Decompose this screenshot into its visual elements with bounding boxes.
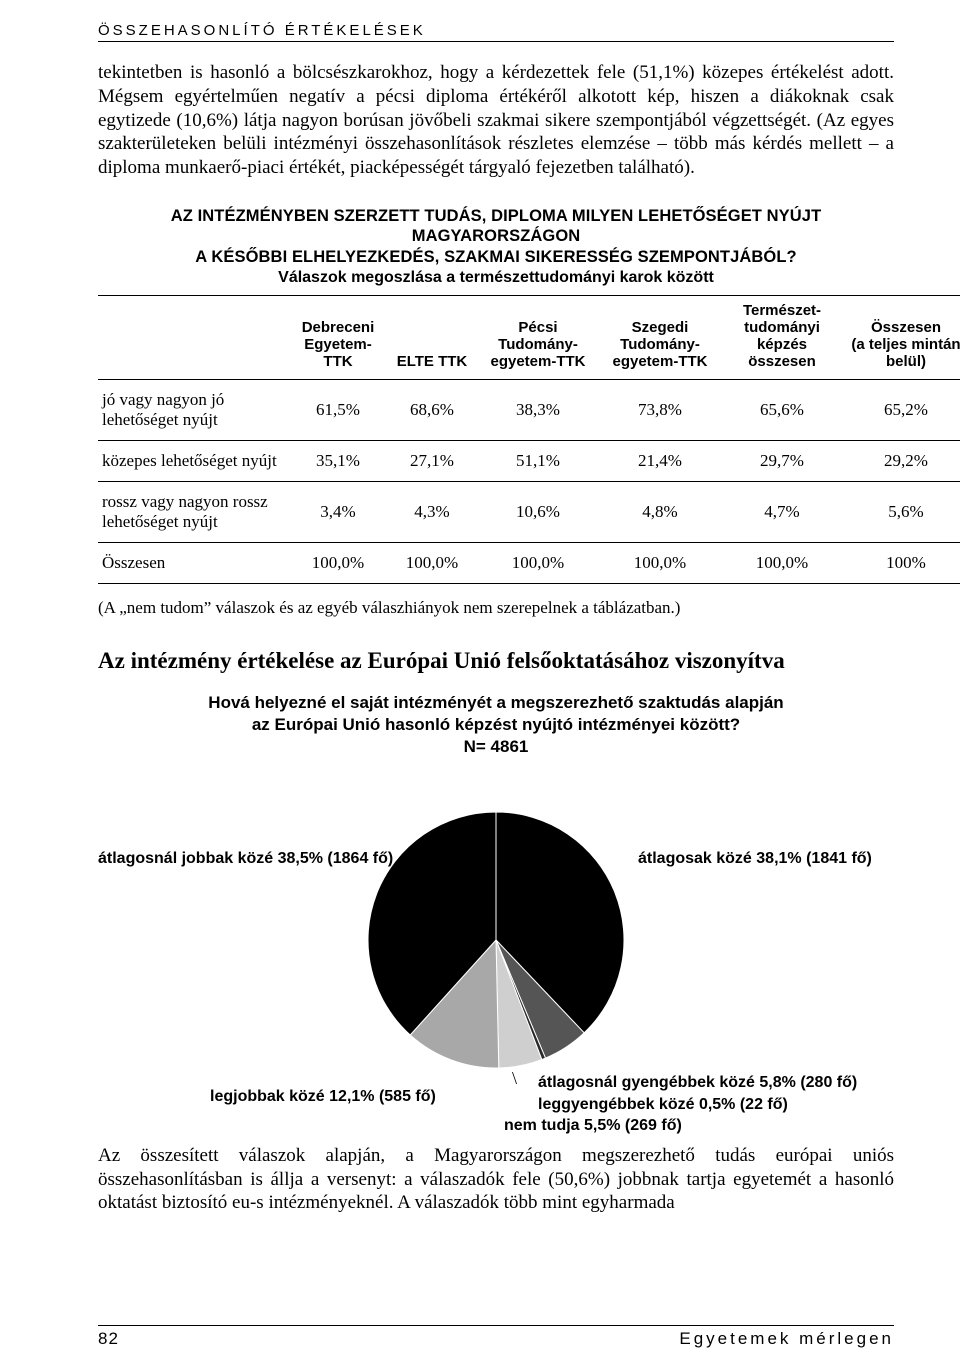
table-cell: 5,6% — [846, 481, 960, 542]
table-row-label: rossz vagy nagyon rossz lehetőséget nyúj… — [98, 481, 286, 542]
table-title-line2: A KÉSŐBBI ELHELYEZKEDÉS, SZAKMAI SIKERES… — [98, 247, 894, 268]
table-title-line1: AZ INTÉZMÉNYBEN SZERZETT TUDÁS, DIPLOMA … — [98, 206, 894, 247]
pie-label-right-block: átlagosnál gyengébbek közé 5,8% (280 fő)… — [538, 1072, 857, 1137]
pie-chart-container: átlagosnál jobbak közé 38,5% (1864 fő) á… — [98, 762, 894, 1142]
table-row: jó vagy nagyon jó lehetőséget nyújt61,5%… — [98, 379, 960, 440]
table-column-header: SzegediTudomány-egyetem-TTK — [602, 295, 718, 379]
table-cell: 21,4% — [602, 440, 718, 481]
table-cell: 35,1% — [286, 440, 390, 481]
table-cell: 29,7% — [718, 440, 846, 481]
table-column-header: DebreceniEgyetem-TTK — [286, 295, 390, 379]
table-row-label: közepes lehetőséget nyújt — [98, 440, 286, 481]
table-cell: 61,5% — [286, 379, 390, 440]
data-table: DebreceniEgyetem-TTKELTE TTKPécsi Tudomá… — [98, 295, 960, 584]
pie-label-left-upper: átlagosnál jobbak közé 38,5% (1864 fő) — [98, 850, 393, 868]
body-paragraph-2: Az összesített válaszok alapján, a Magya… — [98, 1144, 894, 1215]
body-paragraph-1: tekintetben is hasonló a bölcsészkarokho… — [98, 61, 894, 180]
table-footnote: (A „nem tudom” válaszok és az egyéb vála… — [98, 598, 894, 618]
table-row: rossz vagy nagyon rossz lehetőséget nyúj… — [98, 481, 960, 542]
table-cell: 100,0% — [602, 542, 718, 583]
table-cell: 29,2% — [846, 440, 960, 481]
table-cell: 3,4% — [286, 481, 390, 542]
table-column-header: ELTE TTK — [390, 295, 474, 379]
table-row: Összesen100,0%100,0%100,0%100,0%100,0%10… — [98, 542, 960, 583]
section-heading: Az intézmény értékelése az Európai Unió … — [98, 648, 894, 674]
table-cell: 10,6% — [474, 481, 602, 542]
table-cell: 51,1% — [474, 440, 602, 481]
pie-pointer: \ — [512, 1068, 517, 1089]
table-column-header: Pécsi Tudomány-egyetem-TTK — [474, 295, 602, 379]
table-row-label: Összesen — [98, 542, 286, 583]
table-row: közepes lehetőséget nyújt35,1%27,1%51,1%… — [98, 440, 960, 481]
table-cell: 4,3% — [390, 481, 474, 542]
table-cell: 27,1% — [390, 440, 474, 481]
table-cell: 100,0% — [286, 542, 390, 583]
pie-chart — [358, 802, 634, 1078]
table-cell: 65,2% — [846, 379, 960, 440]
table-block: AZ INTÉZMÉNYBEN SZERZETT TUDÁS, DIPLOMA … — [98, 206, 894, 618]
pie-label-left-lower: legjobbak közé 12,1% (585 fő) — [210, 1088, 436, 1106]
chart-title-line2: az Európai Unió hasonló képzést nyújtó i… — [98, 714, 894, 736]
chart-title-line1: Hová helyezné el saját intézményét a meg… — [98, 692, 894, 714]
footer-title: Egyetemek mérlegen — [679, 1329, 894, 1349]
table-subtitle: Válaszok megoszlása a természettudományi… — [98, 269, 894, 287]
table-column-header: Természet-tudományiképzés összesen — [718, 295, 846, 379]
table-cell: 100,0% — [390, 542, 474, 583]
pie-label-right-upper: átlagosak közé 38,1% (1841 fő) — [638, 850, 872, 868]
page-footer: 82 Egyetemek mérlegen — [98, 1325, 894, 1349]
table-cell: 4,7% — [718, 481, 846, 542]
table-cell: 65,6% — [718, 379, 846, 440]
table-cell: 73,8% — [602, 379, 718, 440]
table-cell: 100% — [846, 542, 960, 583]
table-cell: 4,8% — [602, 481, 718, 542]
running-header: ÖSSZEHASONLÍTÓ ÉRTÉKELÉSEK — [98, 22, 894, 42]
page-number: 82 — [98, 1329, 119, 1348]
table-column-header: Összesen(a teljes mintánbelül) — [846, 295, 960, 379]
table-column-header — [98, 295, 286, 379]
table-cell: 100,0% — [718, 542, 846, 583]
table-cell: 38,3% — [474, 379, 602, 440]
table-cell: 68,6% — [390, 379, 474, 440]
table-row-label: jó vagy nagyon jó lehetőséget nyújt — [98, 379, 286, 440]
chart-n-label: N= 4861 — [98, 736, 894, 758]
table-cell: 100,0% — [474, 542, 602, 583]
